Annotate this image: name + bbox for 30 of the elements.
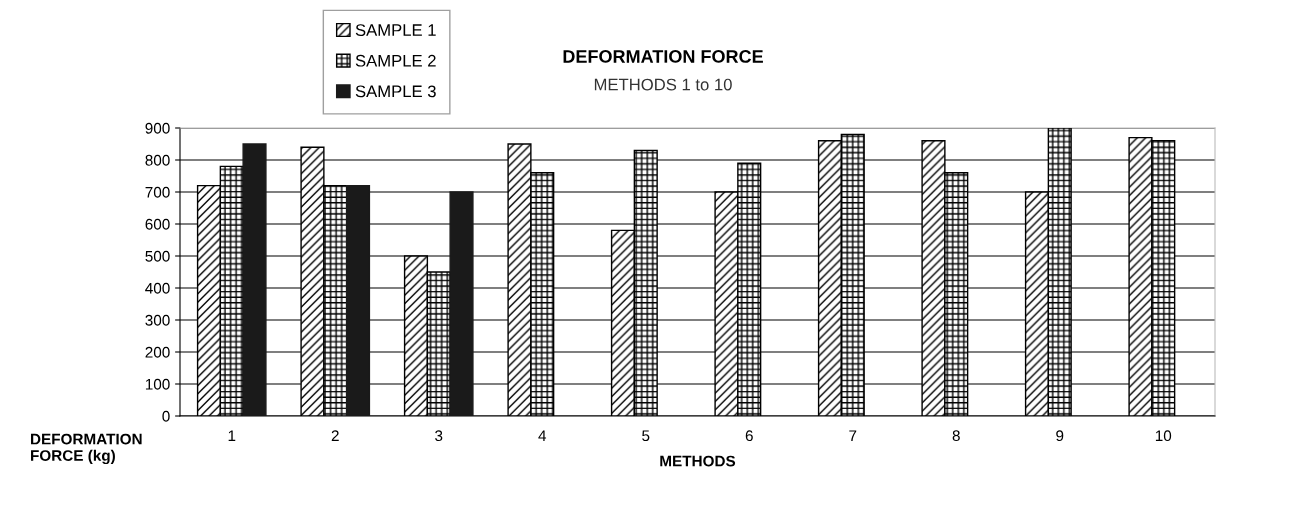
legend-label: SAMPLE 1 xyxy=(355,24,436,36)
y-tick-label: 300 xyxy=(145,314,170,326)
x-tick-label: 2 xyxy=(331,430,339,441)
bar xyxy=(345,184,371,416)
x-tick-label: 8 xyxy=(952,430,960,442)
x-tick-label: 1 xyxy=(228,430,236,441)
chart-title: DEFORMATION FORCE xyxy=(563,50,763,63)
y-tick-label: 200 xyxy=(145,346,170,358)
x-axis-title: METHODS xyxy=(660,455,736,467)
bar xyxy=(242,143,267,416)
y-tick-label: 600 xyxy=(145,218,170,230)
x-tick-label: 6 xyxy=(745,430,753,442)
legend-label: SAMPLE 3 xyxy=(355,85,436,98)
y-axis-title: DEFORMATION FORCE (kg) xyxy=(31,433,142,465)
x-tick-label: 9 xyxy=(1056,430,1064,442)
x-tick-label: 3 xyxy=(435,430,443,442)
x-tick-label: 10 xyxy=(1155,430,1172,442)
x-tick-label: 4 xyxy=(538,430,547,441)
y-tick-label: 0 xyxy=(162,410,170,422)
y-tick-label: 700 xyxy=(145,186,170,198)
y-tick-label: 100 xyxy=(145,378,170,390)
y-tick-label: 800 xyxy=(145,154,170,166)
chart-subtitle: METHODS 1 to 10 xyxy=(594,78,732,91)
bar xyxy=(449,191,474,416)
legend-label: SAMPLE 2 xyxy=(355,54,436,67)
x-tick-label: 7 xyxy=(849,430,857,441)
y-tick-label: 900 xyxy=(145,122,170,134)
x-tick-label: 5 xyxy=(642,430,650,442)
y-tick-label: 400 xyxy=(145,282,170,294)
y-tick-label: 500 xyxy=(145,250,170,262)
